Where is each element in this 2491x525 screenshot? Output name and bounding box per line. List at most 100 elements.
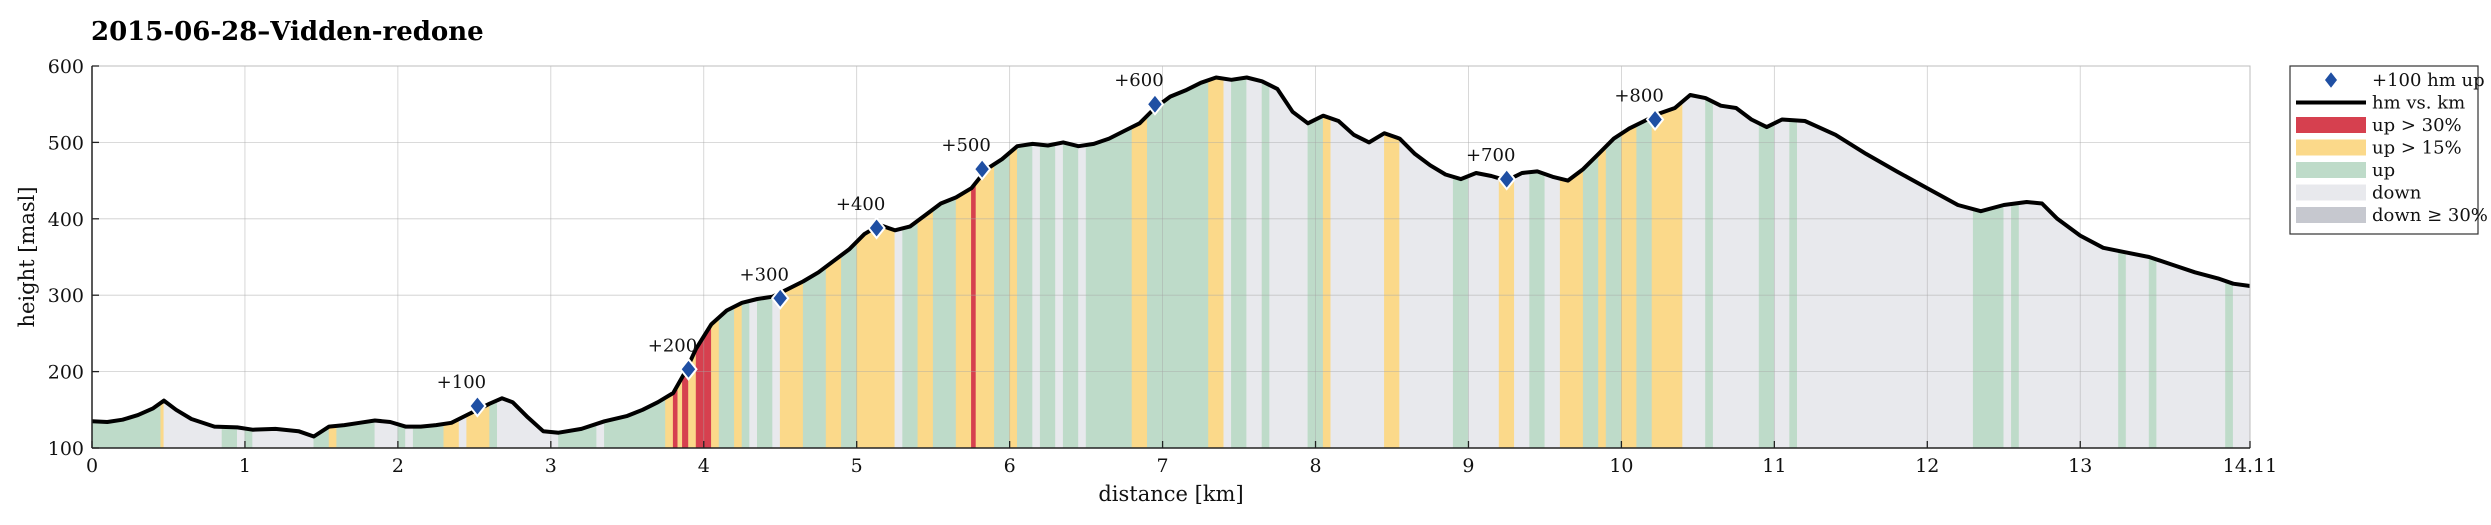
band-up15-29: [711, 316, 720, 449]
milestone-label-0: +100: [437, 372, 486, 393]
x-tick-label-2: 2: [392, 455, 404, 477]
milestone-label-5: +600: [1114, 70, 1163, 91]
milestone-marker-2: [770, 286, 790, 310]
y-tick-label-1: 200: [48, 362, 84, 384]
band-up-56: [1085, 126, 1133, 449]
band-up15-43: [917, 208, 934, 449]
band-up-74: [1529, 171, 1546, 449]
band-up15-1: [160, 400, 165, 449]
band-up15-49: [1009, 145, 1018, 449]
y-tick-label-4: 500: [48, 132, 84, 154]
band-down-35: [772, 292, 781, 449]
band-up-92: [2011, 202, 2020, 449]
band-up-77: [1582, 153, 1599, 449]
band-down-91: [2003, 203, 2012, 449]
band-up15-38: [825, 254, 842, 449]
band-down-33: [749, 298, 758, 449]
band-up-58: [1147, 79, 1209, 449]
band-up15-66: [1322, 115, 1332, 449]
legend-label-5: down: [2372, 183, 2422, 204]
band-up-34: [756, 296, 773, 449]
band-up-84: [1705, 97, 1714, 449]
band-up-79: [1605, 133, 1622, 449]
band-up-39: [841, 240, 858, 449]
band-up-94: [2118, 250, 2127, 449]
band-up15-45: [955, 187, 972, 449]
band-up-37: [802, 266, 827, 449]
legend-label-2: up > 30%: [2372, 115, 2462, 136]
band-down-95: [2125, 252, 2150, 449]
legend-label-4: up: [2372, 160, 2395, 181]
x-tick-label-14: 14.11: [2223, 455, 2277, 477]
legend-swatch-5: [2296, 184, 2366, 201]
band-up15-40: [856, 224, 896, 449]
milestone-marker-7: [1645, 107, 1665, 132]
chart-title: 2015-06-28–Vidden-redone: [91, 17, 484, 47]
x-tick-label-5: 5: [851, 455, 863, 477]
milestone-markers: +100 +200 +300 +400 +500 +600 +700 +800: [437, 70, 1665, 418]
milestone-label-7: +800: [1614, 85, 1663, 106]
milestone-marker-0: [468, 394, 487, 418]
y-tick-label-2: 300: [48, 285, 84, 307]
legend-swatch-3: [2296, 139, 2366, 156]
band-up15-57: [1131, 114, 1148, 449]
band-up-61: [1231, 77, 1247, 449]
band-up15-72: [1498, 176, 1515, 449]
x-tick-label-4: 4: [698, 455, 710, 477]
band-up15-36: [779, 280, 804, 449]
band-down-60: [1223, 78, 1232, 449]
band-up-70: [1452, 175, 1469, 449]
band-down-73: [1514, 171, 1530, 449]
x-tick-label-9: 9: [1462, 455, 1474, 477]
band-down-85: [1712, 101, 1760, 449]
band-up15-47: [975, 163, 995, 449]
y-axis-ticks: 100 200 300 400 500 600: [48, 56, 99, 460]
band-down-12: [405, 426, 414, 449]
x-tick-label-11: 11: [1762, 455, 1786, 477]
y-axis-label: height [masl]: [15, 186, 39, 327]
band-up-17: [489, 399, 498, 449]
legend-label-1: hm vs. km: [2372, 93, 2465, 114]
milestone-label-4: +500: [941, 135, 990, 156]
milestone-marker-4: [972, 157, 992, 181]
band-up-3: [221, 426, 238, 449]
y-tick-label-5: 600: [48, 56, 84, 78]
band-up15-31: [734, 302, 743, 449]
band-down-4: [237, 427, 246, 449]
band-down-51: [1032, 143, 1041, 449]
x-axis-label: distance [km]: [1098, 482, 1243, 506]
band-up15-23: [665, 392, 674, 449]
band-down-87: [1774, 119, 1790, 449]
x-tick-label-10: 10: [1609, 455, 1633, 477]
x-tick-label-0: 0: [86, 455, 98, 477]
band-down-99: [2232, 283, 2251, 449]
band-down-69: [1399, 137, 1454, 449]
band-up-30: [718, 306, 735, 449]
band-down-62: [1246, 77, 1263, 449]
x-tick-label-1: 1: [239, 455, 251, 477]
band-up15-68: [1384, 132, 1400, 449]
band-up15-76: [1559, 168, 1584, 449]
milestone-marker-3: [867, 216, 886, 240]
band-down-97: [2156, 259, 2226, 449]
x-tick-label-6: 6: [1004, 455, 1016, 477]
x-axis-ticks: 0 1 2 3 4 5 6 7 8 9 10 11 12 13 14.11: [86, 441, 2277, 477]
band-up15-80: [1621, 124, 1637, 449]
milestone-label-1: +200: [648, 335, 697, 356]
band-up-98: [2225, 280, 2234, 449]
band-up15-78: [1598, 145, 1607, 449]
legend-swatch-6: [2296, 207, 2366, 223]
legend-swatch-0: [2323, 69, 2339, 91]
band-up-63: [1261, 80, 1270, 449]
band-up-81: [1636, 116, 1653, 449]
milestone-marker-1: [679, 357, 698, 381]
band-up30-46: [971, 181, 977, 449]
band-up15-59: [1208, 77, 1225, 449]
band-up-50: [1016, 143, 1033, 449]
legend-swatch-2: [2296, 117, 2366, 133]
band-up-44: [932, 196, 957, 449]
x-tick-label-7: 7: [1157, 455, 1169, 477]
band-down-55: [1078, 144, 1087, 449]
x-tick-label-3: 3: [545, 455, 557, 477]
legend-label-6: down ≥ 30%: [2372, 205, 2488, 226]
